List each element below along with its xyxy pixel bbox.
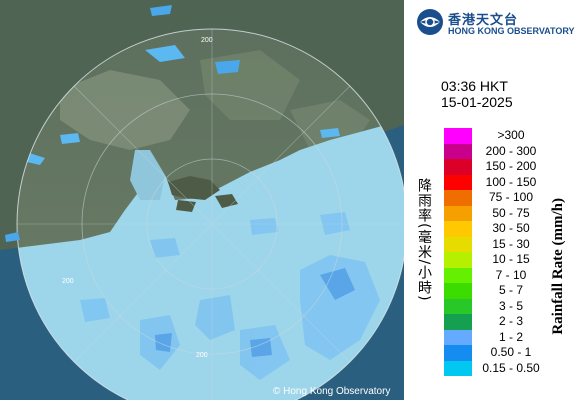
legend-label: 50 - 75 [492, 205, 530, 220]
legend-swatches [444, 128, 472, 376]
legend-swatch [444, 267, 472, 283]
legend-swatch [444, 345, 472, 361]
legend-label: 0.50 - 1 [490, 345, 532, 359]
legend-title-en: Rainfall Rate (mm/h) [550, 198, 566, 335]
legend-swatch [444, 143, 472, 159]
legend-swatch [444, 298, 472, 314]
time-hkt: 03:36 HKT [441, 78, 508, 94]
legend-label: 100 - 150 [485, 174, 537, 189]
logo-title-zh: 香港天文台 [448, 13, 519, 28]
hko-logo-icon [417, 9, 443, 35]
hko-logo[interactable]: 香港天文台 HONG KONG OBSERVATORY [412, 6, 577, 40]
legend-label: 75 - 100 [488, 190, 534, 204]
legend-swatch [444, 252, 472, 268]
timestamp: 03:36 HKT 15-01-2025 [441, 78, 513, 110]
legend-label: 10 - 15 [492, 252, 530, 266]
legend-swatch [444, 236, 472, 252]
legend-swatch [444, 283, 472, 299]
legend-label: 150 - 200 [485, 159, 537, 173]
date: 15-01-2025 [441, 94, 513, 110]
legend-swatch [444, 329, 472, 345]
legend-label: >300 [497, 128, 525, 142]
legend-swatch [444, 360, 472, 376]
legend-label: 3 - 5 [498, 298, 523, 313]
legend-swatch [444, 159, 472, 175]
copyright-text: © Hong Kong Observatory [273, 386, 390, 397]
legend-swatch [444, 128, 472, 144]
range-label: 200 [201, 37, 213, 44]
legend-label: 15 - 30 [492, 236, 530, 251]
legend-swatch [444, 221, 472, 237]
legend-label: 30 - 50 [492, 221, 530, 235]
legend-label: 5 - 7 [498, 283, 523, 297]
legend-label: 7 - 10 [495, 267, 527, 282]
legend-label: 0.15 - 0.50 [482, 360, 540, 375]
legend-swatch [444, 314, 472, 330]
legend-panel: 香港天文台 HONG KONG OBSERVATORY 03:36 HKT 15… [404, 0, 577, 400]
legend-swatch [444, 174, 472, 190]
range-label: 200 [196, 352, 208, 359]
range-label: 200 [62, 278, 74, 285]
legend-labels: >300 200 - 300 150 - 200 100 - 150 75 - 100 5… [476, 128, 546, 376]
radar-map: 200 200 200 © Hong Kong Observatory [0, 0, 404, 400]
logo-title-en: HONG KONG OBSERVATORY [448, 26, 575, 36]
legend-swatch [444, 190, 472, 206]
legend-label: 2 - 3 [498, 314, 523, 328]
legend-swatch [444, 205, 472, 221]
legend-label: 1 - 2 [498, 329, 523, 344]
legend-title-zh: 降雨率(毫米/小時) [416, 178, 432, 302]
legend-label: 200 - 300 [485, 143, 537, 158]
